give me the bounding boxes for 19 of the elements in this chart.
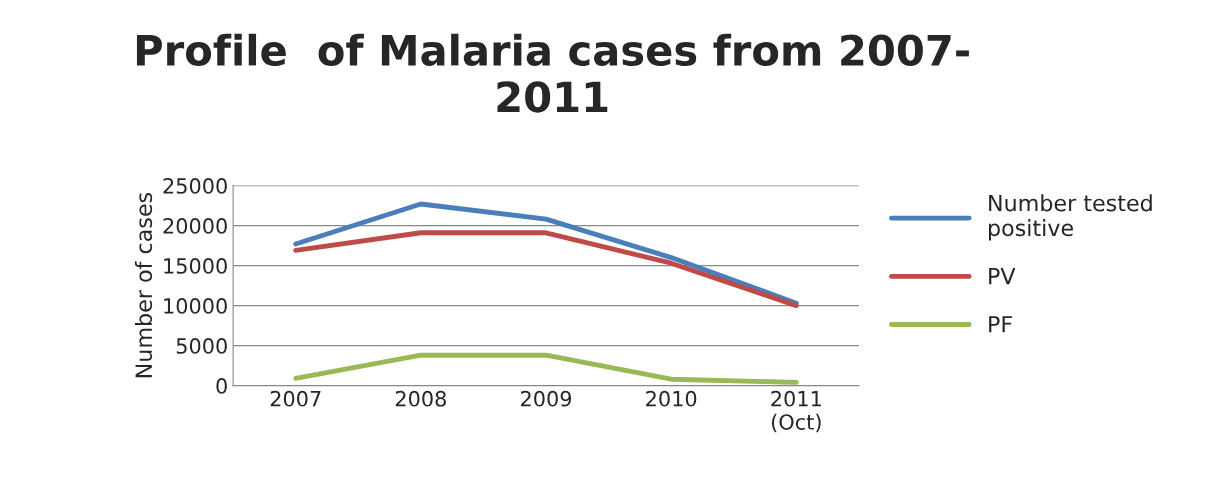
y-tick-label: 10000	[164, 298, 227, 314]
y-axis-title: Number of cases	[134, 192, 153, 378]
x-tick-label: 2009	[521, 390, 572, 407]
legend-label: Number tested positive	[988, 194, 1152, 241]
x-tick-label: 2007	[270, 390, 321, 407]
y-tick-label: 20000	[163, 218, 227, 234]
y-tick-label: 15000	[164, 258, 227, 274]
x-tick-label: 2011 (Oct)	[771, 390, 821, 433]
y-tick-label: 0	[216, 378, 227, 394]
chart-title: Profile of Malaria cases from 2007- 2011	[136, 33, 969, 113]
x-tick-label: 2008	[395, 390, 446, 407]
line-series	[293, 201, 799, 306]
y-tick-label: 25000	[163, 178, 227, 194]
y-tick-label: 5000	[176, 338, 227, 354]
line-series	[293, 352, 799, 385]
line-series	[293, 230, 799, 309]
x-tick-label: 2010	[646, 390, 697, 407]
legend-label: PF	[989, 316, 1012, 333]
legend-label: PV	[989, 267, 1016, 285]
